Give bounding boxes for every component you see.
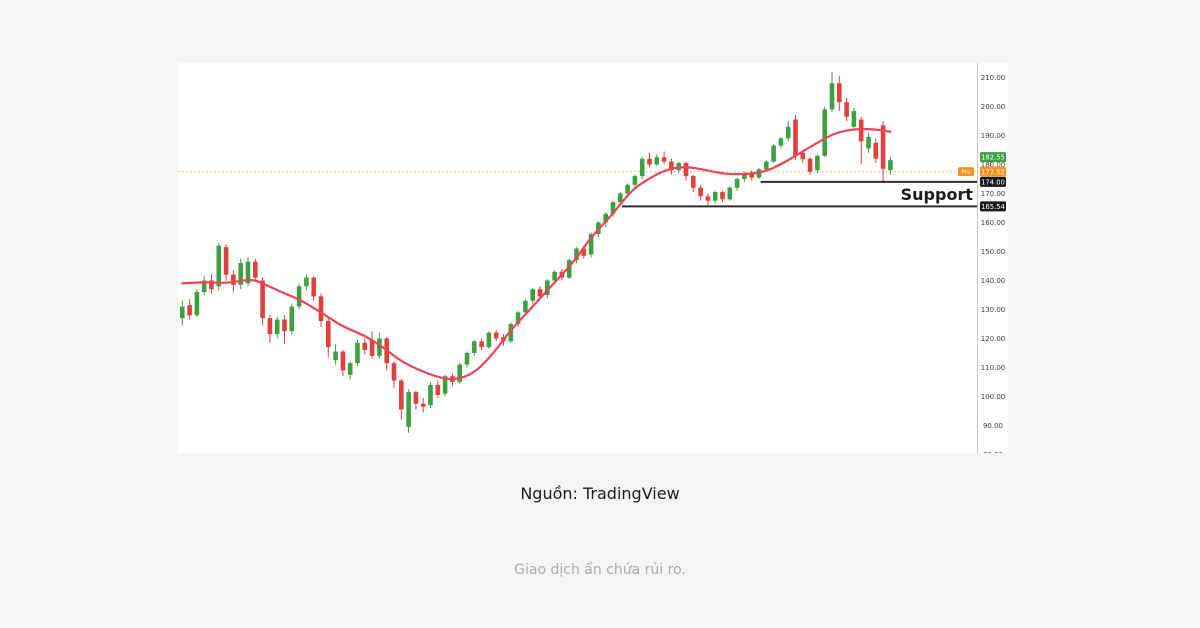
svg-text:182.55: 182.55 xyxy=(981,154,1005,162)
svg-text:80.00: 80.00 xyxy=(983,451,1003,453)
svg-text:190.00: 190.00 xyxy=(981,132,1006,140)
tradingview-chart-screenshot: Support 210.00 200.00 190.00 180.00 170.00 160… xyxy=(178,63,1008,453)
svg-text:180.00: 180.00 xyxy=(981,161,1006,169)
svg-text:120.00: 120.00 xyxy=(981,335,1006,343)
svg-text:177.52: 177.52 xyxy=(981,168,1005,176)
premarket-tag: Pre xyxy=(958,167,974,177)
svg-text:130.00: 130.00 xyxy=(981,306,1006,314)
moving-average-line xyxy=(181,127,892,381)
support-price-badge: 165.54 xyxy=(980,201,1006,212)
price-axis-ticks: 210.00 200.00 190.00 180.00 170.00 160.00 150.… xyxy=(981,74,1006,453)
svg-text:110.00: 110.00 xyxy=(981,364,1006,372)
chart-canvas: Support 210.00 200.00 190.00 180.00 170.00 160… xyxy=(178,63,1006,453)
svg-text:150.00: 150.00 xyxy=(981,248,1006,256)
last-close-badge: 182.55 xyxy=(980,152,1006,163)
svg-text:200.00: 200.00 xyxy=(981,103,1006,111)
svg-text:160.00: 160.00 xyxy=(981,219,1006,227)
premarket-price-badge: 177.52 xyxy=(980,166,1006,177)
svg-text:170.00: 170.00 xyxy=(981,190,1006,198)
candles-layer xyxy=(180,71,893,433)
disclaimer-text: Giao dịch ẩn chứa rủi ro. xyxy=(514,562,686,578)
svg-text:140.00: 140.00 xyxy=(981,277,1006,285)
support-annotation: Support xyxy=(901,185,974,204)
svg-text:174.00: 174.00 xyxy=(981,178,1005,186)
svg-text:210.00: 210.00 xyxy=(981,74,1006,82)
svg-text:Pre: Pre xyxy=(961,169,971,176)
candlestick-chart: Support 210.00 200.00 190.00 180.00 170.00 160… xyxy=(178,63,1008,453)
svg-text:90.00: 90.00 xyxy=(983,422,1003,430)
svg-text:100.00: 100.00 xyxy=(981,393,1006,401)
source-caption: Nguồn: TradingView xyxy=(520,484,680,503)
svg-text:165.54: 165.54 xyxy=(981,203,1005,211)
support-price-badge: 174.00 xyxy=(980,176,1006,187)
